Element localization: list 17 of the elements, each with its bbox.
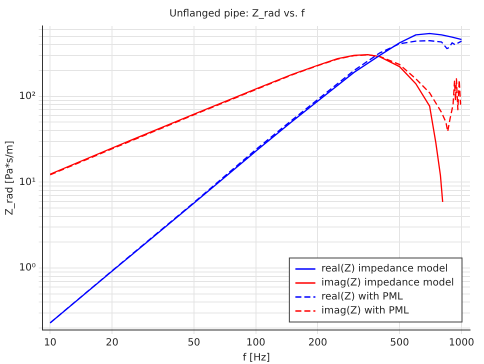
legend-label: real(Z) with PML	[321, 292, 404, 303]
y-tick-label: 10¹	[19, 176, 36, 188]
x-axis-title: f [Hz]	[242, 352, 270, 364]
x-tick-label: 20	[106, 338, 118, 349]
legend-label: imag(Z) impedance model	[321, 278, 454, 289]
x-tick-label: 10	[44, 338, 57, 349]
legend-label: imag(Z) with PML	[321, 306, 410, 317]
y-tick-label: 10⁰	[19, 262, 36, 274]
y-axis-title: Z_rad [Pa*s/m]	[4, 140, 16, 216]
x-tick-label: 200	[308, 338, 328, 349]
x-tick-label: 1000	[448, 338, 474, 349]
chart-title: Unflanged pipe: Z_rad vs. f	[169, 8, 306, 20]
legend-label: real(Z) impedance model	[321, 264, 448, 275]
x-tick-label: 500	[390, 338, 410, 349]
y-tick-label: 10²	[19, 90, 36, 102]
x-tick-label: 100	[246, 338, 266, 349]
x-tick-label: 50	[188, 338, 200, 349]
